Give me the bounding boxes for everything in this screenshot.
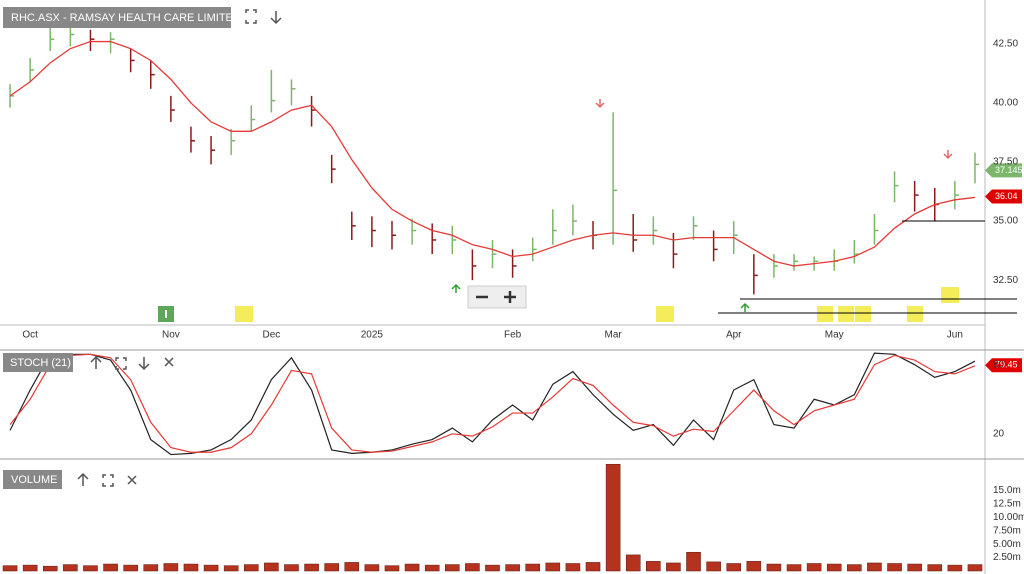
volume-bar: [545, 562, 561, 572]
y-tick-label: 20: [993, 428, 1005, 439]
y-tick-label: 35.00: [993, 216, 1018, 227]
volume-bar: [284, 564, 299, 572]
y-tick-label: 40.00: [993, 98, 1018, 109]
volume-bar: [223, 565, 239, 572]
volume-bar: [243, 564, 259, 572]
trend-lines: [718, 220, 1017, 314]
x-tick-label: Feb: [504, 330, 522, 341]
volume-bar: [163, 563, 179, 572]
volume-bar: [666, 562, 681, 572]
x-tick-label: Mar: [604, 330, 622, 341]
volume-bar: [2, 565, 18, 572]
volume-bar: [83, 565, 98, 572]
volume-bar: [746, 561, 762, 572]
volume-bar: [967, 564, 983, 572]
marks-layer: [2, 25, 983, 572]
volume-bar: [445, 564, 460, 572]
volume-bar: [424, 564, 440, 572]
volume-bar: [203, 564, 219, 572]
volume-bar: [384, 565, 400, 572]
volume-bar: [726, 563, 742, 572]
moving-average: [9, 40, 976, 267]
volume-bar: [304, 563, 319, 572]
y-tick-label: 2.50m: [993, 552, 1021, 563]
label-layer: RHC.ASX - RAMSAY HEALTH CARE LIMITED STO…: [10, 12, 1024, 563]
x-tick-label: Dec: [262, 330, 280, 341]
volume-bar: [183, 563, 199, 572]
price-tag: [985, 358, 1022, 373]
volume-bar: [123, 564, 138, 572]
volume-bar: [264, 562, 279, 572]
volume-bar: [465, 563, 480, 572]
volume-bar: [505, 564, 520, 572]
volume-bar: [706, 561, 721, 572]
title-box: [3, 353, 73, 372]
volume-bar: [103, 563, 118, 572]
y-tick-label: 5.00m: [993, 539, 1021, 550]
price-tag: [985, 189, 1022, 204]
volume-bar: [766, 563, 782, 572]
volume-bar: [847, 564, 862, 572]
y-tick-label: 12.5m: [993, 499, 1021, 510]
volume-bar: [143, 564, 159, 572]
volume-bar: [585, 562, 601, 572]
tag-layer: 37.145 36.04 79.45: [985, 163, 1023, 373]
price-tag-label: 79.45: [995, 360, 1018, 370]
volume-bar: [324, 563, 339, 572]
volume-bar: [22, 564, 38, 572]
zoom-control[interactable]: [467, 285, 527, 309]
volume-bar: [867, 562, 882, 572]
y-tick-label: 37.50: [993, 157, 1018, 168]
price-tag-label: 37.145: [995, 165, 1023, 175]
x-tick-label: 2025: [361, 330, 384, 341]
y-tick-label: 80: [993, 359, 1005, 370]
y-tick-label: 10.00m: [993, 512, 1024, 523]
y-tick-label: 42.50: [993, 39, 1018, 50]
panel-title: VOLUME: [11, 474, 57, 486]
volume-bar: [42, 565, 58, 572]
x-tick-label: Nov: [162, 330, 180, 341]
volume-bar: [786, 564, 802, 572]
volume-bar: [364, 564, 380, 572]
panel-title: STOCH (21): [10, 357, 71, 369]
x-tick-label: May: [825, 330, 844, 341]
stoch-line: [9, 352, 976, 456]
title-box: [3, 470, 62, 489]
volume-bar: [686, 551, 701, 572]
x-tick-label: Jun: [947, 330, 963, 341]
volume-bar: [806, 563, 822, 572]
y-tick-label: 32.50: [993, 275, 1018, 286]
chart-title: RHC.ASX - RAMSAY HEALTH CARE LIMITED: [11, 12, 241, 24]
panel-icons[interactable]: [77, 9, 282, 487]
title-box: [3, 7, 231, 28]
y-tick-label: 15.0m: [993, 485, 1021, 496]
signal-arrows: [451, 99, 953, 312]
volume-bar: [947, 564, 963, 572]
volume-bar: [826, 563, 842, 572]
price-tag: [985, 163, 1022, 178]
volume-bar: [605, 463, 621, 572]
volume-bar: [525, 563, 540, 572]
volume-bar: [887, 563, 902, 572]
volume-bar: [344, 562, 360, 572]
volume-bar: [63, 564, 78, 572]
volume-bar: [565, 563, 581, 572]
volume-bar: [927, 564, 943, 572]
volume-bar: [907, 563, 922, 572]
volume-bar: [485, 564, 500, 572]
volume-bar: [625, 554, 641, 572]
price-tag-label: 36.04: [995, 191, 1018, 201]
volume-bar: [646, 561, 661, 572]
x-tick-label: Apr: [726, 330, 742, 341]
y-tick-label: 7.50m: [993, 525, 1021, 536]
volume-bar: [404, 563, 420, 572]
stoch-line: [9, 353, 976, 453]
x-tick-label: Oct: [22, 330, 38, 341]
